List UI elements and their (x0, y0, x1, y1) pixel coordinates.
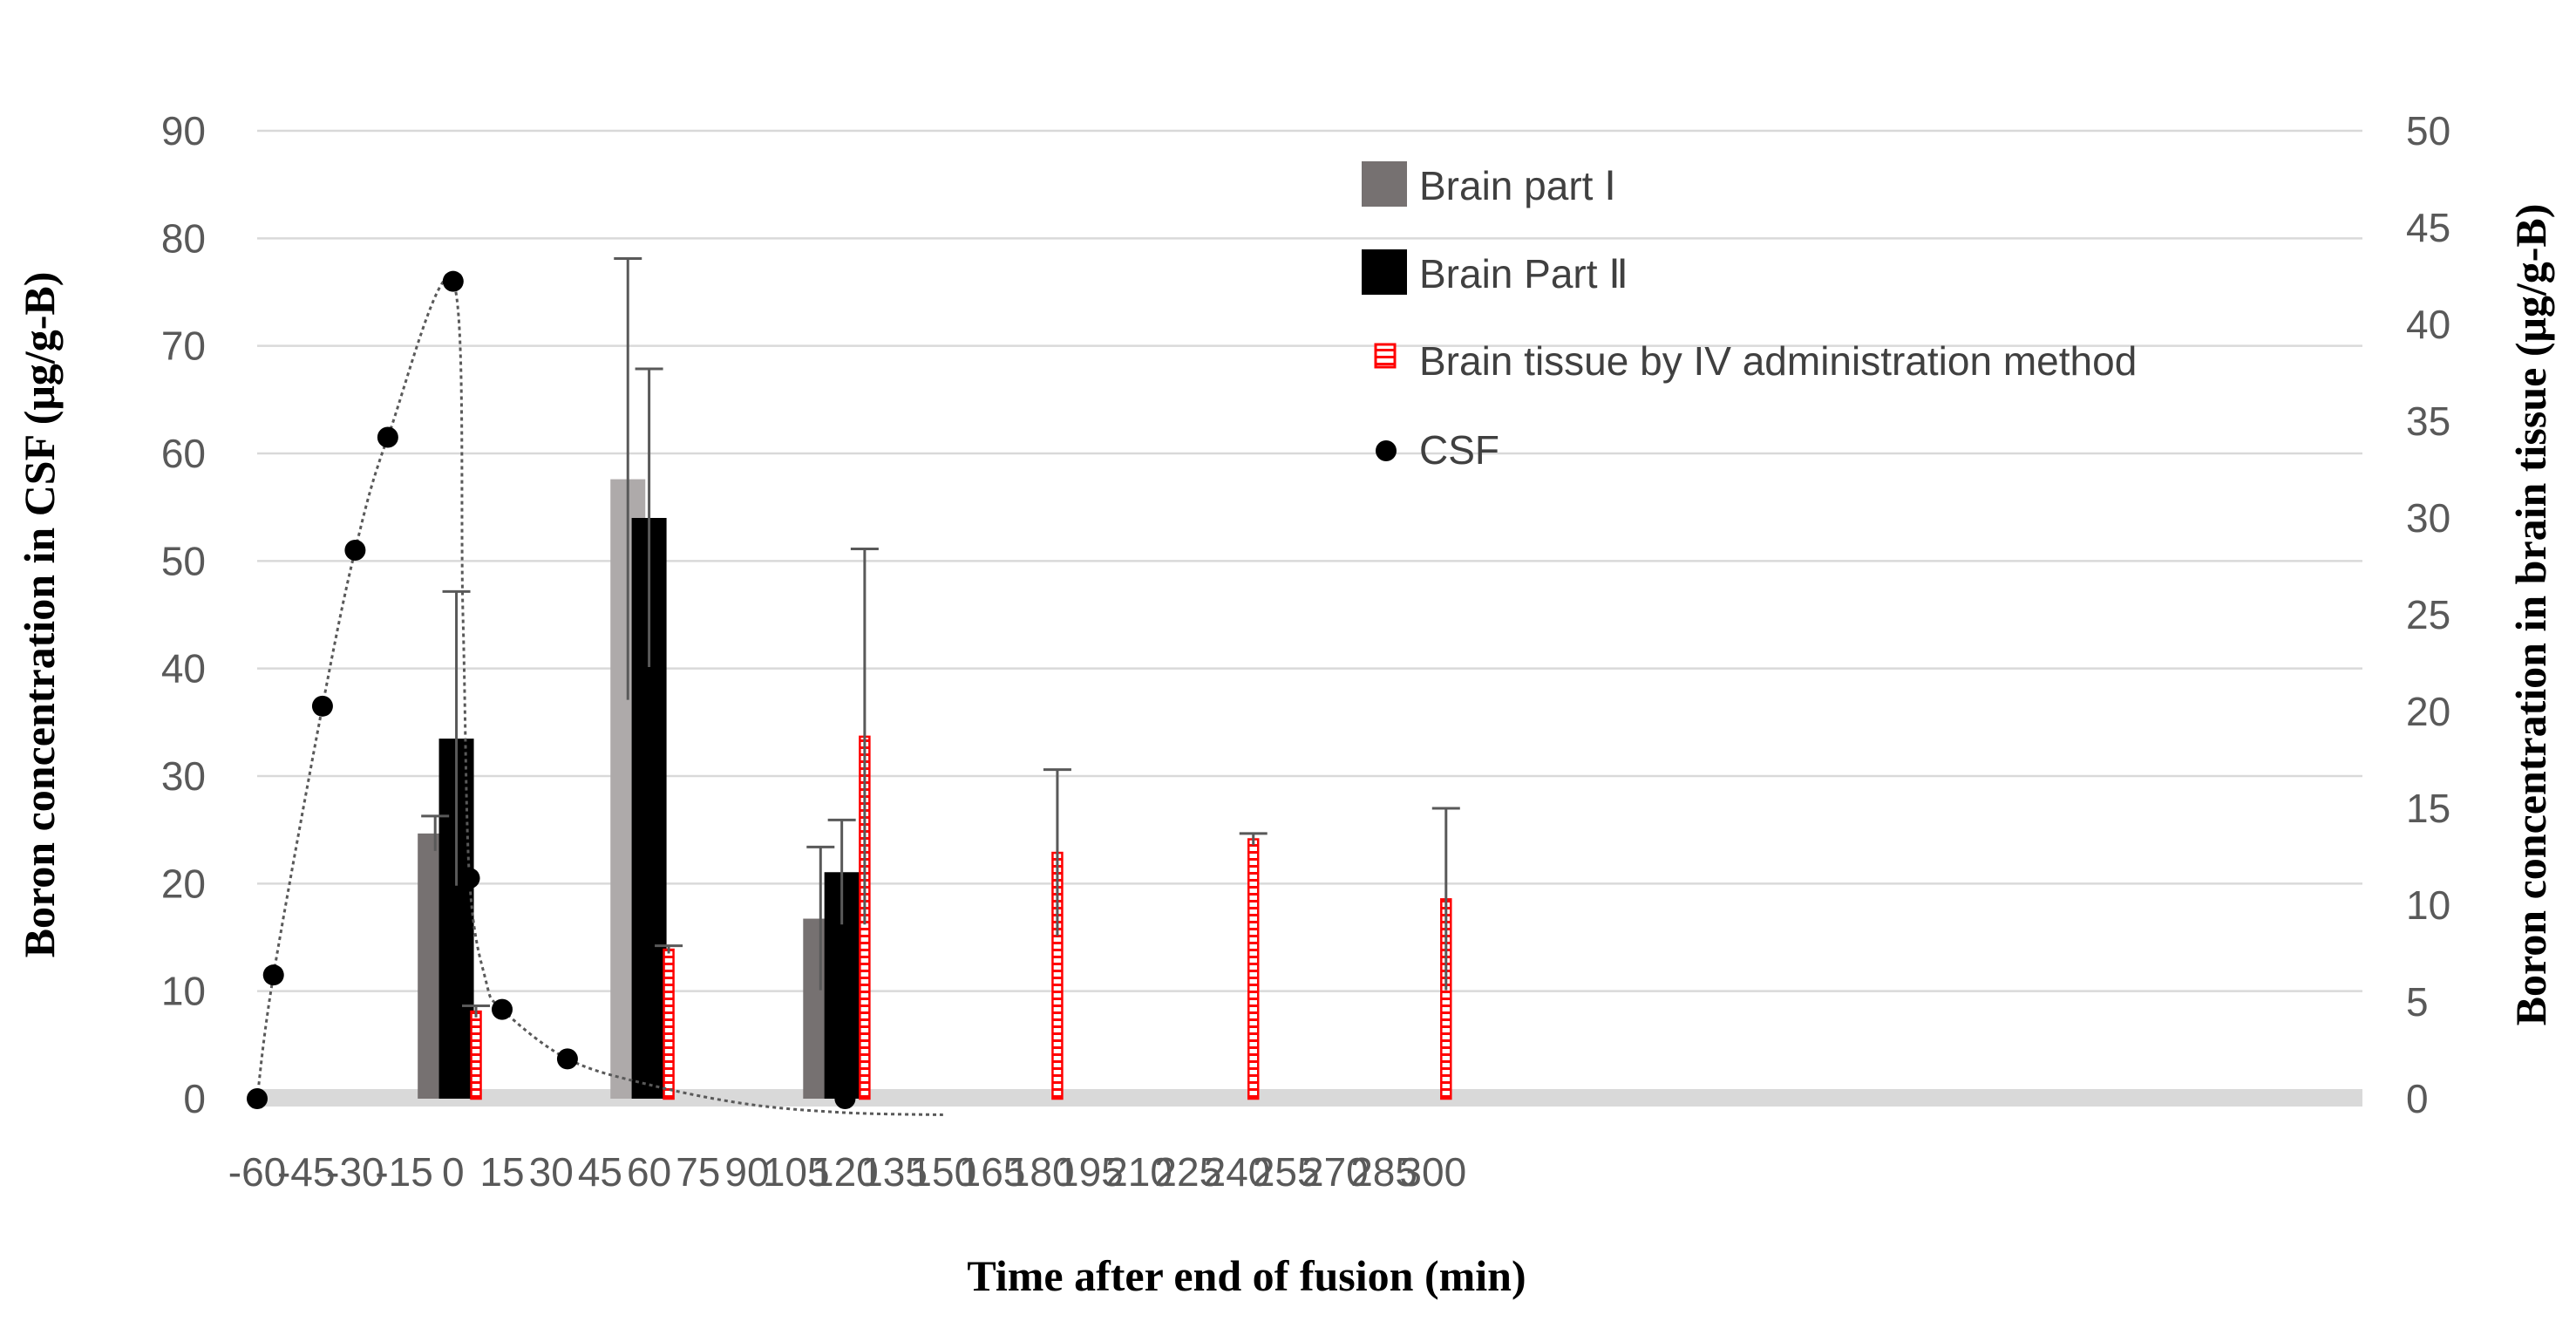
legend-label-iv-method: Brain tissue by IV administration method (1419, 338, 2137, 384)
x-tick-label: 225 (1154, 1149, 1221, 1195)
bar-iv-method (663, 948, 675, 1100)
y-left-tick-label: 30 (161, 753, 206, 799)
x-tick-label: 285 (1350, 1149, 1417, 1195)
x-tick-label: 0 (442, 1149, 465, 1195)
x-tick-label: 150 (909, 1149, 976, 1195)
legend-marker-csf (1376, 440, 1397, 461)
x-tick-label: 180 (1008, 1149, 1075, 1195)
x-tick-label: 195 (1057, 1149, 1124, 1195)
x-tick-label: 165 (959, 1149, 1026, 1195)
y-left-tick-label: 40 (161, 646, 206, 691)
x-tick-label: 15 (479, 1149, 524, 1195)
y-left-axis-title: Boron concentration in CSF (μg/g-B) (15, 272, 64, 958)
y-left-tick-label: 70 (161, 323, 206, 369)
y-right-tick-label: 25 (2406, 592, 2450, 637)
csf-point (459, 868, 480, 889)
x-axis-title: Time after end of fusion (min) (967, 1251, 1526, 1300)
x-tick-label: -15 (375, 1149, 432, 1195)
x-tick-label: 240 (1204, 1149, 1271, 1195)
x-tick-label: 270 (1302, 1149, 1369, 1195)
bars (418, 479, 1452, 1100)
legend-item-brain-part-2: Brain Part Ⅱ (1362, 249, 1628, 296)
csf-point (262, 964, 284, 986)
y-left-tick-label: 0 (183, 1076, 206, 1121)
x-tick-label: 90 (724, 1149, 769, 1195)
y-left-axis-ticks: 0 10 20 30 40 50 60 70 80 90 (161, 108, 206, 1121)
csf-point (377, 426, 398, 448)
y-left-tick-label: 50 (161, 538, 206, 583)
csf-point (311, 695, 333, 717)
legend-swatch-brain-part-1 (1362, 161, 1407, 207)
y-right-tick-label: 35 (2406, 398, 2450, 444)
legend-item-iv-method: Brain tissue by IV administration method (1374, 338, 2137, 384)
y-left-tick-label: 60 (161, 431, 206, 476)
y-left-tick-label: 20 (161, 861, 206, 906)
gridlines (257, 129, 2362, 992)
y-right-axis-title: Boron concentration in brain tissue (μg/… (2506, 204, 2555, 1026)
y-right-tick-label: 45 (2406, 205, 2450, 250)
x-tick-label: 30 (529, 1149, 574, 1195)
baseline (257, 1089, 2362, 1107)
legend-swatch-brain-part-2 (1362, 249, 1407, 295)
y-right-tick-label: 20 (2406, 689, 2450, 734)
csf-point (247, 1088, 268, 1109)
y-right-tick-label: 5 (2406, 979, 2429, 1025)
y-right-tick-label: 0 (2406, 1076, 2429, 1121)
x-tick-label: -45 (277, 1149, 335, 1195)
bar-iv-method (1247, 838, 1260, 1100)
legend-label-csf: CSF (1419, 427, 1499, 473)
legend-label-brain-part-1: Brain part Ⅰ (1419, 163, 1616, 208)
legend-swatch-iv-method (1374, 343, 1397, 369)
csf-point (344, 540, 366, 561)
y-right-tick-label: 40 (2406, 302, 2450, 347)
x-tick-label: -60 (228, 1149, 286, 1195)
y-right-tick-label: 10 (2406, 882, 2450, 928)
y-left-tick-label: 10 (161, 969, 206, 1014)
y-right-axis-ticks: 0 5 10 15 20 25 30 35 40 45 50 (2406, 108, 2450, 1121)
legend-label-brain-part-2: Brain Part Ⅱ (1419, 251, 1628, 296)
x-tick-label: 60 (627, 1149, 671, 1195)
y-left-tick-label: 90 (161, 108, 206, 153)
x-axis-ticks: -60-45-30-15 0 15 30 45 60 75 90105120135150165… (228, 1149, 1466, 1195)
x-tick-label: 75 (676, 1149, 720, 1195)
csf-points (247, 270, 856, 1109)
y-right-tick-label: 15 (2406, 786, 2450, 831)
csf-point (492, 998, 513, 1020)
csf-point (834, 1088, 856, 1109)
legend: Brain part Ⅰ Brain Part Ⅱ Brain tissue b… (1362, 161, 2137, 473)
y-left-tick-label: 80 (161, 215, 206, 261)
baseline-band (257, 1089, 2362, 1107)
x-tick-label: 210 (1105, 1149, 1172, 1195)
y-right-tick-label: 50 (2406, 108, 2450, 153)
y-right-tick-label: 30 (2406, 495, 2450, 541)
x-tick-label: 105 (763, 1149, 830, 1195)
x-tick-label: -30 (326, 1149, 384, 1195)
csf-point (442, 270, 464, 292)
legend-item-csf: CSF (1376, 427, 1499, 473)
x-tick-label: 135 (860, 1149, 928, 1195)
legend-item-brain-part-1: Brain part Ⅰ (1362, 161, 1616, 208)
bar-iv-method (470, 1010, 482, 1100)
x-tick-label: 120 (812, 1149, 879, 1195)
x-tick-label: 255 (1253, 1149, 1320, 1195)
x-tick-label: 300 (1399, 1149, 1466, 1195)
error-bars (421, 257, 1460, 1018)
csf-point (556, 1048, 578, 1070)
x-tick-label: 45 (578, 1149, 622, 1195)
